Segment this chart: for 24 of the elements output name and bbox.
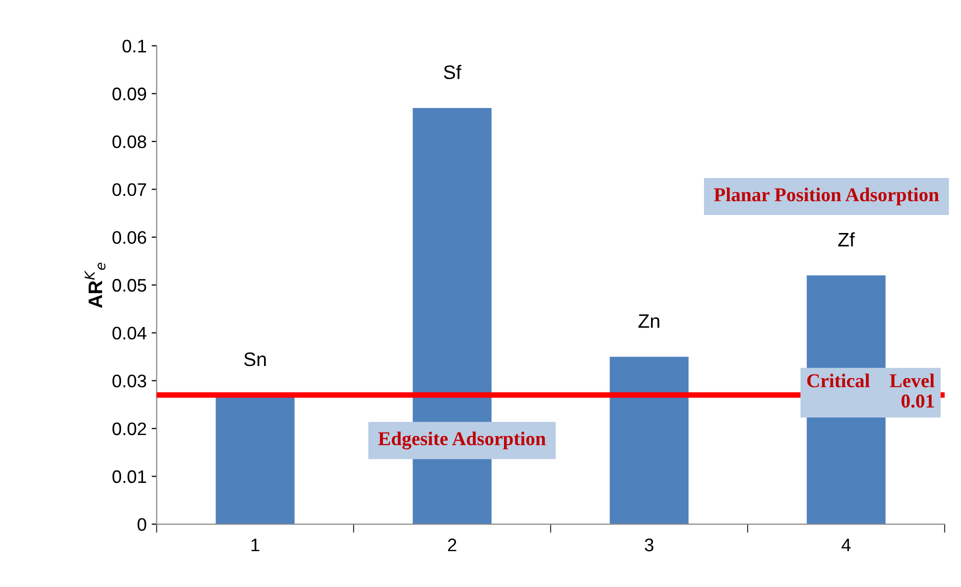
y-tick-label: 0.05 [112, 278, 146, 292]
annotation: Zn [638, 314, 660, 328]
annotation: Sn [244, 352, 266, 366]
x-tick-label: 3 [644, 538, 654, 552]
y-tick-label: 0.07 [112, 183, 146, 196]
y-tick-label: 0.03 [112, 374, 146, 388]
annotation: Edgesite Adsorption [378, 432, 546, 450]
y-tick-label: 0.09 [112, 88, 146, 100]
annotation: Zf [838, 232, 855, 246]
bar [610, 356, 689, 524]
x-tick-label: 2 [448, 538, 456, 552]
y-tick-label: 0.01 [112, 470, 146, 484]
y-tick-label: 0.08 [112, 135, 146, 148]
y-tick-label: 0.1 [122, 40, 146, 53]
y-axis-title: AR$^{K}$$_{e}$ [84, 262, 106, 308]
y-tick-label: 0.04 [112, 326, 146, 340]
x-tick-label: 4 [842, 538, 851, 552]
y-tick-label: 0.06 [112, 231, 146, 244]
annotation: Sf [444, 64, 462, 80]
y-tick-label: 0.02 [112, 422, 146, 436]
ref-line-label: Critical Level 0.01 [807, 374, 934, 408]
x-tick-label: 1 [252, 538, 260, 552]
y-tick-label: 0 [138, 518, 146, 531]
annotation: Planar Position Adsorption [714, 188, 939, 206]
